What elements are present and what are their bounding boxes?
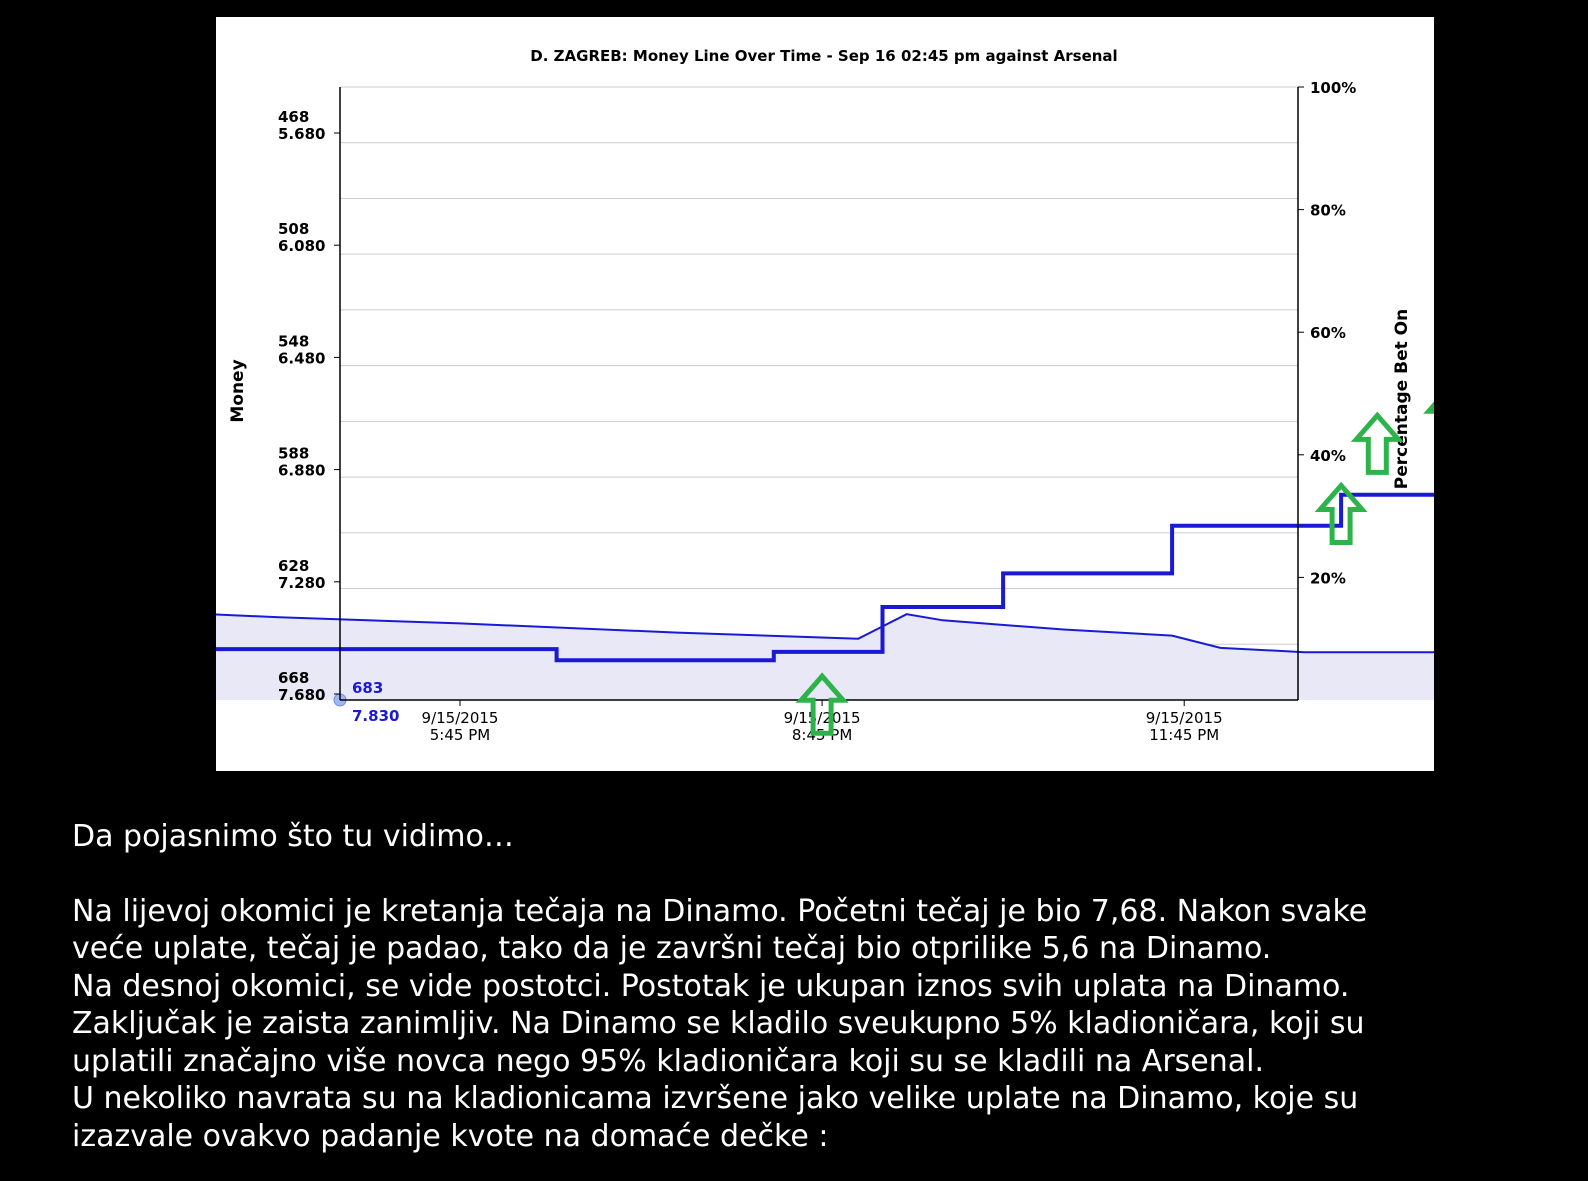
start-money-label: 683 (352, 679, 383, 697)
start-odds-label: 7.830 (352, 707, 399, 725)
x-tick-time: 11:45 PM (1149, 726, 1219, 744)
right-tick-label: 80% (1310, 202, 1346, 220)
caption-line: U nekoliko navrata su na kladionicama iz… (72, 1081, 1359, 1116)
caption-line: uplatili značajno više novca nego 95% kl… (72, 1043, 1265, 1079)
left-tick-money: 628 (278, 557, 309, 575)
chart-title: D. ZAGREB: Money Line Over Time - Sep 16… (530, 47, 1117, 65)
right-tick-label: 40% (1310, 447, 1346, 465)
percent-area-fill (216, 614, 1434, 700)
up-arrow-icon (1423, 401, 1434, 414)
caption-line: Na desnoj okomici, se vide postotci. Pos… (72, 968, 1350, 1004)
left-tick-odds: 5.680 (278, 125, 325, 143)
up-arrow-icon (1350, 411, 1404, 475)
right-tick-labels: 20% 40% 60% 80% 100% (1298, 79, 1356, 587)
x-tick-date: 9/15/2015 (1146, 709, 1223, 727)
left-tick-odds: 6.080 (278, 237, 325, 255)
x-tick-date: 9/15/2015 (784, 709, 861, 727)
left-tick-money: 548 (278, 332, 309, 350)
caption-line: Na lijevoj okomici je kretanja tečaja na… (72, 893, 1368, 929)
left-tick-odds: 7.680 (278, 686, 325, 704)
odds-line-layer (216, 492, 1434, 707)
arrow-annotations (795, 401, 1434, 736)
caption-intro: Da pojasnimo što tu vidimo… (72, 819, 514, 854)
left-tick-odds: 6.480 (278, 349, 325, 367)
right-tick-label: 60% (1310, 324, 1346, 342)
chart-panel: D. ZAGREB: Money Line Over Time - Sep 16… (216, 17, 1434, 771)
left-tick-money: 668 (278, 669, 309, 687)
start-value-labels: 683 7.830 (352, 679, 399, 725)
money-line-chart: D. ZAGREB: Money Line Over Time - Sep 16… (216, 47, 1434, 744)
y-axis-label-left: Money (228, 359, 248, 422)
left-tick-odds: 7.280 (278, 574, 325, 592)
left-tick-money: 508 (278, 220, 309, 238)
up-arrow-icon (1314, 481, 1368, 545)
left-tick-odds: 6.880 (278, 462, 325, 480)
odds-line (216, 492, 1434, 663)
caption-line: izazvale ovakvo padanje kvote na domaće … (72, 1118, 829, 1154)
caption-line: Zaključak je zaista zanimljiv. Na Dinamo… (72, 1006, 1365, 1041)
right-tick-label: 100% (1310, 79, 1356, 97)
left-tick-money: 468 (278, 108, 309, 126)
grid-lines (340, 86, 1298, 701)
caption-text: Da pojasnimo što tu vidimo… Na lijevoj o… (72, 818, 1572, 1155)
up-arrow-icon (795, 672, 849, 736)
x-tick-date: 9/15/2015 (422, 709, 499, 727)
left-tick-money: 588 (278, 445, 309, 463)
y-axis-label-right: Percentage Bet On (1392, 309, 1412, 489)
percent-line (216, 613, 1434, 654)
caption-line: veće uplate, tečaj je padao, tako da je … (72, 931, 1272, 966)
right-tick-label: 20% (1310, 569, 1346, 587)
x-tick-time: 5:45 PM (430, 726, 490, 744)
percent-area-layer (216, 613, 1434, 700)
plot-axes (339, 87, 1299, 701)
